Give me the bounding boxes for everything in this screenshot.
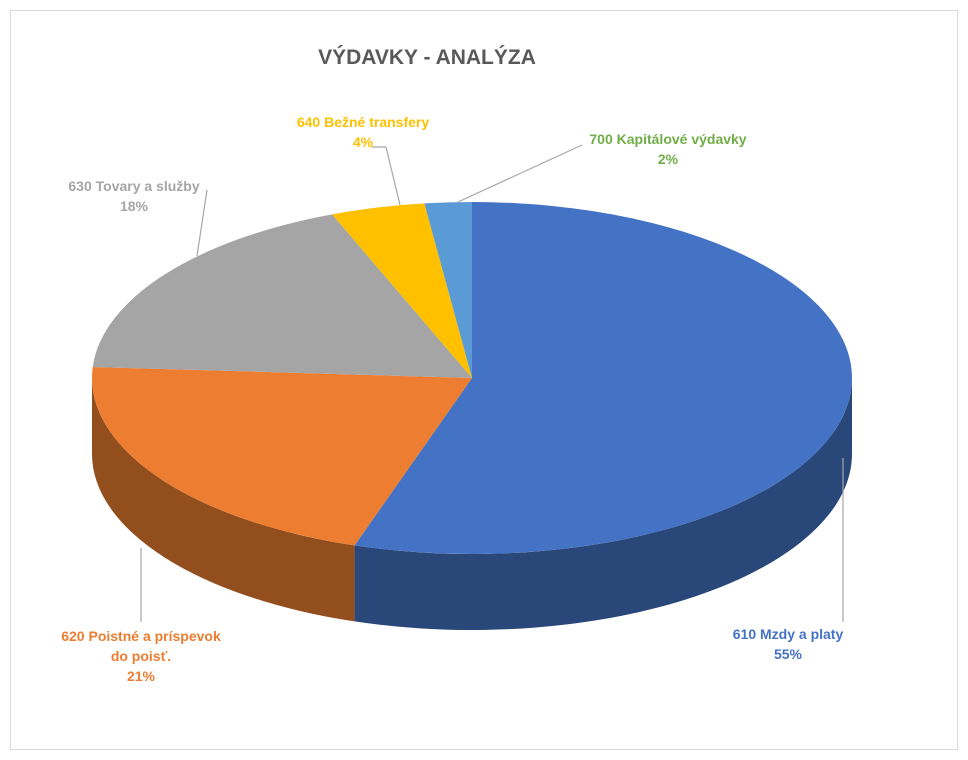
chart-frame: [10, 10, 958, 750]
chart-title: VÝDAVKY - ANALÝZA: [318, 46, 536, 69]
label-category: 620 Poistné a príspevok do poisť.: [61, 628, 221, 664]
slice-side: [92, 378, 355, 622]
label-category: 630 Tovary a služby: [68, 178, 200, 194]
slice: [354, 202, 853, 555]
leader-line: [372, 146, 401, 206]
data-label: 630 Tovary a služby 18%: [34, 176, 234, 216]
slice: [424, 202, 472, 378]
data-label: 620 Poistné a príspevok do poisť. 21%: [52, 626, 230, 686]
label-value: 21%: [126, 668, 156, 684]
label-category: 700 Kapitálové výdavky: [589, 131, 747, 147]
slice: [332, 203, 472, 378]
slice-side: [354, 378, 852, 630]
data-label: 700 Kapitálové výdavky 2%: [558, 129, 778, 169]
data-label: 610 Mzdy a platy 55%: [688, 624, 888, 664]
label-category: 640 Bežné transfery: [296, 114, 430, 130]
label-category: 610 Mzdy a platy: [732, 626, 844, 642]
label-value: 55%: [773, 646, 803, 662]
slice: [91, 366, 472, 546]
leader-line: [196, 189, 208, 257]
label-value: 18%: [119, 198, 149, 214]
slice: [92, 214, 472, 378]
label-value: 4%: [352, 134, 374, 150]
leader-line: [457, 144, 583, 203]
data-label: 640 Bežné transfery 4%: [263, 112, 463, 152]
label-value: 2%: [657, 151, 679, 167]
